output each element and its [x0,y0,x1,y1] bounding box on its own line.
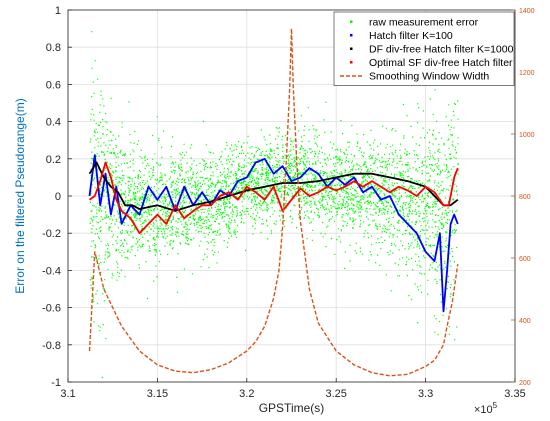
legend-label: Smoothing Window Width [369,71,489,83]
x-tick-label: 3.35 [504,388,525,400]
x-tick-label: 3.2 [239,388,254,400]
legend-swatch [350,34,353,37]
x-axis-exponent: ×105 [474,401,498,416]
y2-tick-label: 400 [519,318,531,325]
legend-label: raw measurement error [369,17,479,29]
series-line [88,161,459,212]
series-1 [88,154,459,313]
legend-item: Optimal SF div-free Hatch filter [350,57,513,69]
x-axis: 3.1 3.15 3.2 3.25 3.3 3.35 [60,378,526,400]
legend-box [333,11,515,86]
legend-swatch [350,20,353,23]
y2-tick-label: 1400 [519,8,535,15]
y-tick-label: -0.8 [42,340,61,352]
y-tick-label: 0 [55,191,61,203]
x-axis-label: GPSTime(s) [259,401,325,415]
y2-tick-label: 600 [519,256,531,263]
legend-swatch [350,47,353,50]
y-tick-label: -0.2 [42,228,61,240]
legend-item: DF div-free Hatch filter K=1000 [350,44,514,56]
legend-label: Hatch filter K=100 [369,30,453,42]
y-tick-label: -0.4 [42,265,61,277]
x-tick-label: 3.15 [147,388,168,400]
y2-tick-label: 1200 [519,70,535,77]
x-tick-label: 3.3 [418,388,433,400]
y2-tick-label: 1000 [519,132,535,139]
y-tick-label: 0.2 [46,154,61,166]
y-tick-label: -1 [51,377,61,389]
legend-label: Optimal SF div-free Hatch filter [369,57,513,69]
legend-item: raw measurement error [350,17,479,29]
series-0 [89,27,459,379]
series-3 [88,161,459,235]
y-axis-left: -1 -0.8 -0.6 -0.4 -0.2 0 0.2 0.4 0.6 0.8 1 [42,5,72,389]
y-axis-label: Error on the filtered Pseudorange(m) [13,98,27,293]
y-tick-label: -0.6 [42,303,61,315]
y-tick-label: 0.8 [46,42,61,54]
legend-swatch [350,61,353,64]
series-layer [88,27,459,379]
series-dots [89,27,459,379]
x-tick-label: 3.25 [325,388,346,400]
y2-tick-label: 800 [519,194,531,201]
legend-item: Smoothing Window Width [340,71,489,83]
y-tick-label: 0.6 [46,79,61,91]
legend-label: DF div-free Hatch filter K=1000 [369,44,514,56]
x-tick-label: 3.1 [60,388,75,400]
y-tick-label: 0.4 [46,117,61,129]
legend-item: Hatch filter K=100 [350,30,453,42]
y2-tick-label: 200 [519,380,531,387]
series-line [88,161,459,235]
series-line [88,154,459,313]
series-2 [88,161,459,212]
y-tick-label: 1 [55,5,61,17]
